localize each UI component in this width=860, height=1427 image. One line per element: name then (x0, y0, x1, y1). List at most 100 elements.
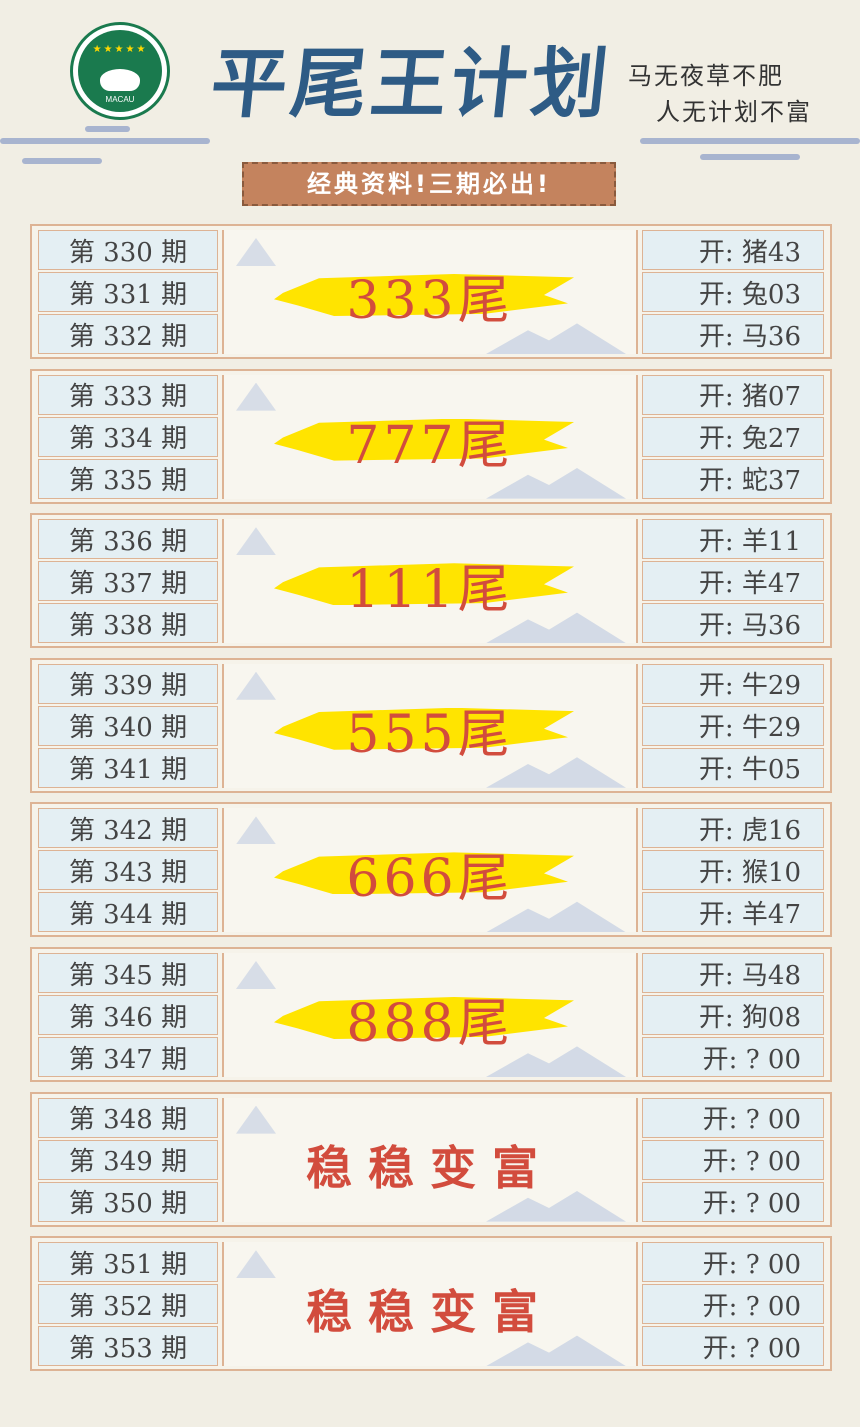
result-cell: 开: 兔27 (642, 416, 824, 457)
result-column: 开: 猪43 开: 兔03 开: 马36 (642, 230, 824, 354)
slogan-line-1: 马无夜草不肥 (628, 62, 784, 90)
period-cell: 第 348 期 (38, 1097, 218, 1138)
result-cell: 开: 牛29 (642, 663, 824, 704)
cloud-decoration (640, 138, 860, 144)
prediction-block: 第 333 期第 334 期第 335 期 777尾 开: 猪07 开: 兔27 开… (30, 368, 832, 504)
result-cell: 开: 羊47 (642, 561, 824, 602)
period-cell: 第 343 期 (38, 850, 218, 891)
period-column: 第 351 期第 352 期第 353 期 (38, 1242, 218, 1367)
result-cell: 开: 虎16 (642, 808, 824, 849)
prediction-block: 第 336 期第 337 期第 338 期 111尾 开: 羊11 开: 羊47 开… (30, 513, 832, 649)
mountain-decoration (236, 1250, 276, 1279)
period-column: 第 330 期第 331 期第 332 期 (38, 230, 218, 354)
prediction-text: 111尾 (346, 560, 514, 621)
period-cell: 第 333 期 (38, 374, 218, 415)
prediction-text: 777尾 (346, 415, 514, 476)
prediction-panel: 稳稳变富 (222, 1242, 638, 1367)
prediction-panel: 555尾 (222, 663, 638, 788)
prediction-text: 333尾 (346, 271, 514, 331)
period-cell: 第 344 期 (38, 892, 218, 933)
result-column: 开: ? 00 开: ? 00 开: ? 00 (642, 1242, 824, 1367)
period-cell: 第 346 期 (38, 995, 218, 1035)
period-cell: 第 351 期 (38, 1242, 218, 1283)
result-column: 开: 虎16 开: 猴10 开: 羊47 (642, 808, 824, 933)
prediction-block: 第 342 期第 343 期第 344 期 666尾 开: 虎16 开: 猴10 开… (30, 802, 832, 938)
result-cell: 开: 马36 (642, 603, 824, 644)
prediction-block: 第 351 期第 352 期第 353 期 稳稳变富 开: ? 00 开: ? 0… (30, 1236, 832, 1372)
period-cell: 第 336 期 (38, 519, 218, 560)
result-cell: 开: 羊47 (642, 892, 824, 933)
period-cell: 第 342 期 (38, 808, 218, 849)
result-cell: 开: ? 00 (642, 1326, 824, 1367)
result-cell: 开: 马36 (642, 314, 824, 354)
prediction-text: 稳稳变富 (306, 1285, 554, 1340)
header: ★★★★★ MACAU 平尾王计划 马无夜草不肥 人无计划不富 经典资料!三期必出… (0, 0, 860, 215)
result-column: 开: ? 00 开: ? 00 开: ? 00 (642, 1097, 824, 1222)
prediction-panel: 777尾 (222, 374, 638, 499)
prediction-text: 888尾 (346, 994, 514, 1054)
period-cell: 第 352 期 (38, 1284, 218, 1325)
result-cell: 开: ? 00 (642, 1037, 824, 1077)
prediction-text: 666尾 (346, 849, 514, 910)
emblem-text: MACAU (105, 95, 135, 104)
result-cell: 开: 兔03 (642, 272, 824, 312)
prediction-text: 555尾 (346, 704, 514, 765)
prediction-block: 第 339 期第 340 期第 341 期 555尾 开: 牛29 开: 牛29 开… (30, 657, 832, 793)
period-cell: 第 338 期 (38, 603, 218, 644)
result-cell: 开: ? 00 (642, 1181, 824, 1222)
result-column: 开: 羊11 开: 羊47 开: 马36 (642, 519, 824, 644)
result-cell: 开: 狗08 (642, 995, 824, 1035)
period-column: 第 333 期第 334 期第 335 期 (38, 374, 218, 499)
period-cell: 第 335 期 (38, 458, 218, 499)
result-cell: 开: 牛05 (642, 747, 824, 788)
banner: 经典资料!三期必出! (242, 162, 616, 206)
prediction-panel: 666尾 (222, 808, 638, 933)
result-cell: 开: 猪07 (642, 374, 824, 415)
period-cell: 第 330 期 (38, 230, 218, 270)
period-cell: 第 349 期 (38, 1139, 218, 1180)
result-cell: 开: 猪43 (642, 230, 824, 270)
prediction-panel: 111尾 (222, 519, 638, 644)
period-cell: 第 350 期 (38, 1181, 218, 1222)
period-cell: 第 339 期 (38, 663, 218, 704)
result-cell: 开: 猴10 (642, 850, 824, 891)
result-cell: 开: 羊11 (642, 519, 824, 560)
result-column: 开: 猪07 开: 兔27 开: 蛇37 (642, 374, 824, 499)
period-cell: 第 337 期 (38, 561, 218, 602)
period-column: 第 348 期第 349 期第 350 期 (38, 1097, 218, 1222)
period-column: 第 339 期第 340 期第 341 期 (38, 663, 218, 788)
result-cell: 开: 马48 (642, 953, 824, 993)
prediction-text: 稳稳变富 (306, 1140, 554, 1195)
result-cell: 开: ? 00 (642, 1139, 824, 1180)
period-cell: 第 353 期 (38, 1326, 218, 1367)
period-cell: 第 331 期 (38, 272, 218, 312)
period-column: 第 336 期第 337 期第 338 期 (38, 519, 218, 644)
cloud-decoration (0, 138, 210, 144)
cloud-decoration (22, 158, 102, 164)
period-cell: 第 347 期 (38, 1037, 218, 1077)
period-column: 第 345 期第 346 期第 347 期 (38, 953, 218, 1077)
result-column: 开: 牛29 开: 牛29 开: 牛05 (642, 663, 824, 788)
prediction-panel: 稳稳变富 (222, 1097, 638, 1222)
result-cell: 开: ? 00 (642, 1097, 824, 1138)
slogan-line-2: 人无计划不富 (656, 98, 812, 126)
period-cell: 第 341 期 (38, 747, 218, 788)
period-cell: 第 332 期 (38, 314, 218, 354)
cloud-decoration (700, 154, 800, 160)
prediction-block: 第 330 期第 331 期第 332 期 333尾 开: 猪43 开: 兔03 开… (30, 224, 832, 359)
period-cell: 第 334 期 (38, 416, 218, 457)
prediction-block: 第 345 期第 346 期第 347 期 888尾 开: 马48 开: 狗08 开… (30, 947, 832, 1082)
cloud-decoration (85, 126, 130, 132)
period-column: 第 342 期第 343 期第 344 期 (38, 808, 218, 933)
result-cell: 开: 蛇37 (642, 458, 824, 499)
prediction-panel: 333尾 (222, 230, 638, 354)
result-cell: 开: 牛29 (642, 705, 824, 746)
macau-emblem-logo: ★★★★★ MACAU (70, 22, 170, 120)
result-cell: 开: ? 00 (642, 1284, 824, 1325)
period-cell: 第 340 期 (38, 705, 218, 746)
page-title: 平尾王计划 (206, 39, 616, 128)
mountain-decoration (236, 1105, 276, 1134)
result-column: 开: 马48 开: 狗08 开: ? 00 (642, 953, 824, 1077)
period-cell: 第 345 期 (38, 953, 218, 993)
result-cell: 开: ? 00 (642, 1242, 824, 1283)
